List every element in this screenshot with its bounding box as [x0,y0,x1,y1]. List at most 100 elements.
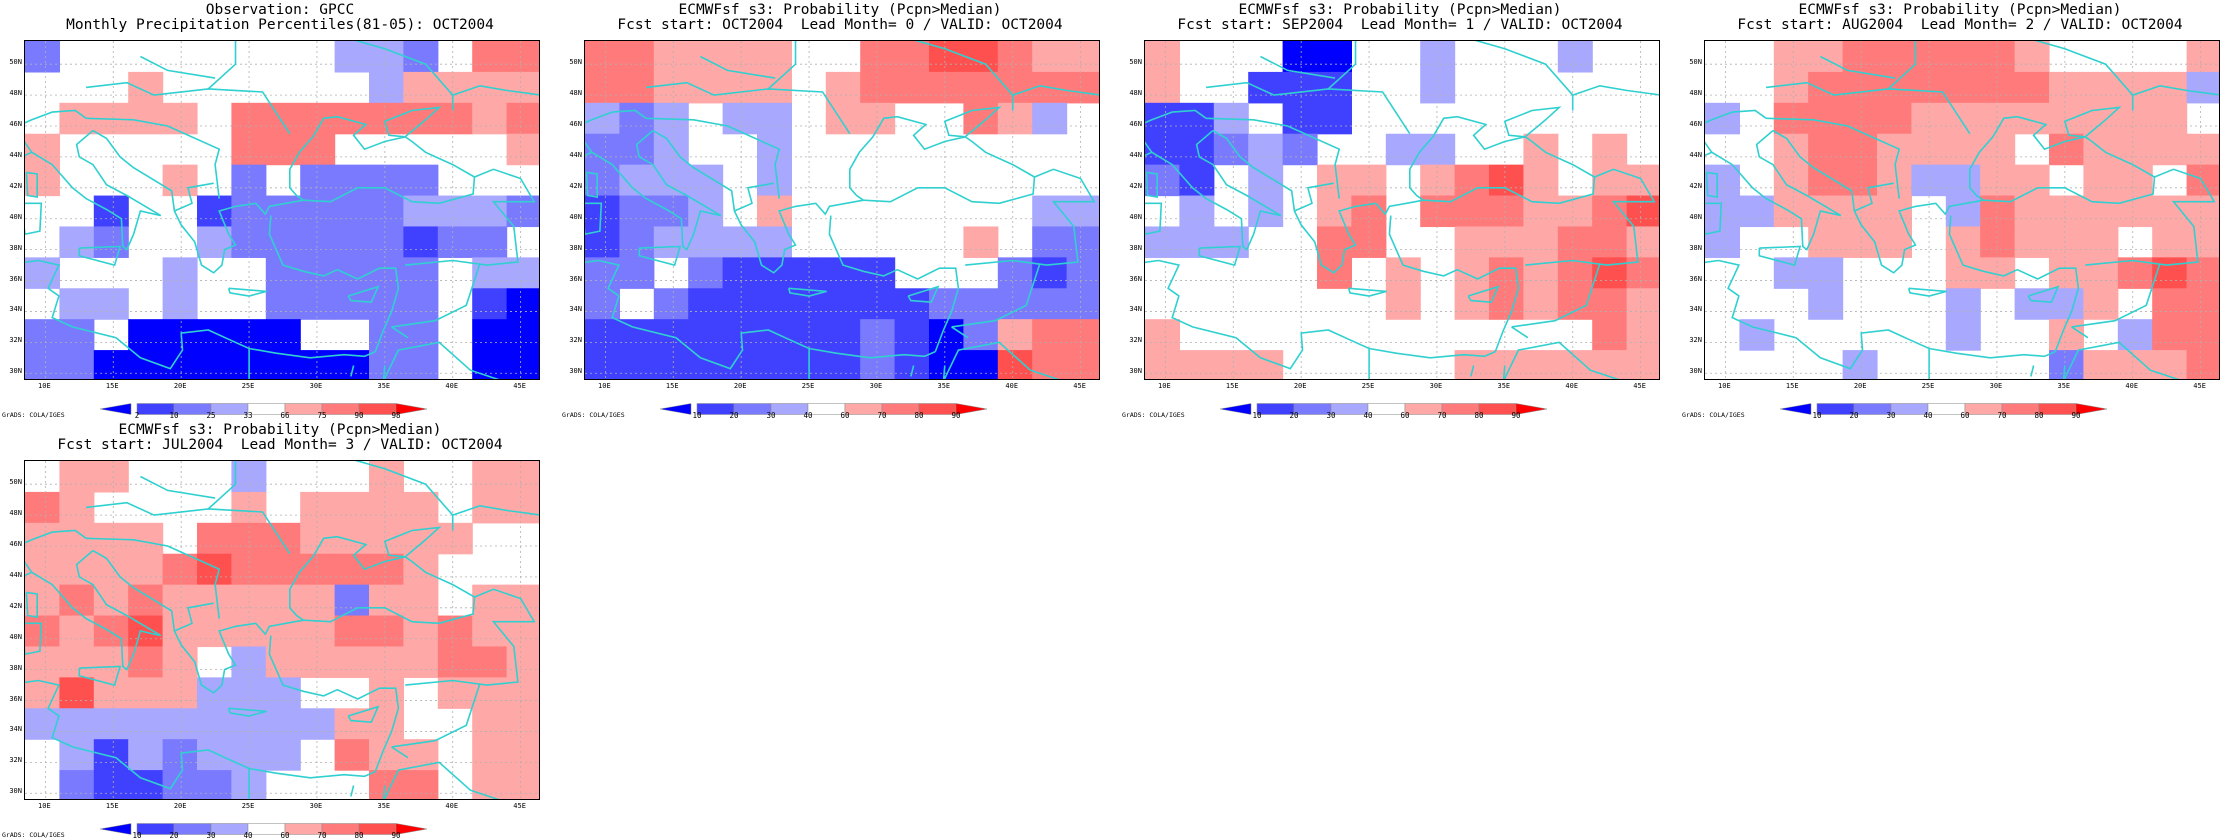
coastline [227,707,267,717]
grid-cell [300,133,336,166]
grid-cell [128,646,164,678]
grid-cell [791,319,827,351]
coastline [1705,202,1723,236]
grid-cell [506,646,539,678]
coastline [288,535,476,625]
map-svg [25,461,539,799]
map-panel: ECMWFsf s3: Probability (Pcpn>Median) Fcs… [560,0,1120,420]
grid-cell [1592,164,1628,197]
grid-cell [231,133,267,166]
grid-cell [757,133,792,166]
grid-cell [231,522,267,555]
lon-tick-label: 30E [869,382,883,390]
grid-cell [1420,133,1456,166]
grid-cell [506,491,539,524]
lat-tick-label: 40N [9,212,22,221]
coastline [1145,171,1158,199]
grid-cell [162,584,198,617]
grid-cell [403,350,439,379]
grid-cell [197,615,232,648]
coastline [207,41,454,111]
grid-cell [825,71,861,104]
coastline [1766,81,1971,135]
grid-cell [1592,133,1628,166]
grid-cell [1213,350,1249,379]
coastline [1260,55,1336,79]
grid-cell [2186,71,2219,104]
coastline [391,263,481,328]
grid-cell [963,350,999,379]
grid-cell [506,288,539,320]
grid-cell [653,226,689,258]
grid-cell [93,226,129,258]
coastline [1145,109,1207,153]
lon-tick-label: 40E [1005,382,1019,390]
grid-cell [1557,226,1593,258]
grid-cell [1066,288,1099,320]
lat-tick-label: 50N [9,478,22,487]
grid-cell [1945,288,1981,320]
grid-cell [1489,257,1524,289]
grid-cell [1945,226,1981,258]
colorbar-segment [1779,403,1812,415]
grid-cell [197,195,232,228]
grid-cell [722,102,758,135]
grid-cell [472,677,508,709]
grid-cell [231,584,267,617]
grid-cell [688,288,724,320]
panel-title: ECMWFsf s3: Probability (Pcpn>Median) [118,422,442,438]
grid-cell [1385,257,1421,289]
grid-cell [265,739,301,771]
lon-tick-label: 15E [105,382,119,390]
map-svg [585,41,1099,379]
grid-cell [472,584,508,617]
grid-cell [722,288,758,320]
grid-cell [1592,226,1628,258]
grid-cell [1945,41,1981,73]
coastline [2071,263,2161,328]
grid-cell [1282,133,1318,166]
grid-cell [2083,71,2119,104]
grid-cell [1066,319,1099,351]
grid-cell [369,226,404,258]
coastline [1206,81,1411,135]
coastline [25,171,38,199]
coastline [700,55,776,79]
panel-title: ECMWFsf s3: Probability (Pcpn>Median) [678,2,1002,18]
lat-tick-label: 30N [569,367,582,376]
grid-cell [2083,164,2119,197]
lon-tick-label: 35E [1497,382,1511,390]
grid-cell [1032,257,1068,289]
lat-tick-label: 42N [569,181,582,190]
grid-cell [197,319,232,351]
grid-cell [300,164,336,197]
grid-cell [162,646,198,678]
coastline [1948,215,2080,352]
lon-tick-label: 15E [1785,382,1799,390]
coastline [1705,171,1718,199]
coastline [638,245,682,267]
lon-tick-label: 25E [1361,382,1375,390]
grid-cell [1808,41,1844,73]
grid-cell [722,319,758,351]
coastline [1968,115,2156,205]
grid-cell [437,615,473,648]
grid-cell [1626,350,1659,379]
grid-cell [1032,226,1068,258]
coastline [1212,129,1424,274]
grid-cell [1808,195,1844,228]
grid-cell [688,71,724,104]
grid-cell [757,288,792,320]
lat-tick-label: 44N [569,150,582,159]
grid-cell [963,288,999,320]
grid-cell [472,319,508,351]
colorbar-label: 90 [951,411,961,420]
grid-cell [197,708,232,740]
grid-cell [1911,133,1947,166]
grid-cell [300,553,336,586]
grid-cell [1808,257,1844,289]
grid-cell [162,319,198,351]
grid-cell [585,102,620,135]
grid-cell [1911,102,1947,135]
grid-cell [1066,350,1099,379]
